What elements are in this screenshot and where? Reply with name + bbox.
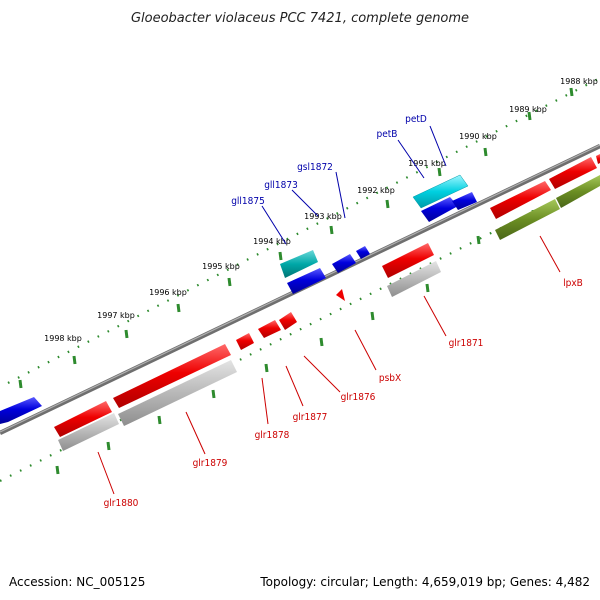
tick-1997 — [124, 329, 129, 339]
label-gll1873: gll1873 — [264, 180, 298, 191]
gene-glr1871-cds[interactable] — [387, 261, 441, 297]
tick-inner-7 — [264, 363, 269, 373]
tick-1989 — [527, 111, 532, 121]
kbp-label-1994: 1994 kbp — [253, 237, 291, 246]
gene-psbX[interactable] — [336, 289, 345, 301]
kbp-label-1998: 1998 kbp — [44, 334, 82, 343]
label-glr1871: glr1871 — [449, 338, 484, 349]
tick-inner-9 — [157, 415, 162, 425]
kbp-label-1993: 1993 kbp — [304, 212, 342, 221]
tick-1988 — [569, 87, 574, 97]
kbp-label-1988: 1988 kbp — [560, 77, 598, 86]
label-gll1875: gll1875 — [231, 196, 265, 207]
kbp-label-1991: 1991 kbp — [408, 159, 446, 168]
gene-lpxB-2[interactable] — [549, 157, 597, 189]
kbp-label-1996: 1996 kbp — [149, 288, 187, 297]
label-lpxB: lpxB — [563, 278, 583, 289]
label-glr1880: glr1880 — [104, 498, 139, 509]
tick-1995 — [227, 277, 232, 287]
label-petD: petD — [405, 114, 427, 125]
tick-inner-5 — [370, 311, 375, 321]
tick-1993 — [329, 225, 334, 235]
leader-gsl1872 — [335, 171, 346, 219]
label-glr1876: glr1876 — [341, 392, 376, 403]
leader-glr1877 — [285, 365, 304, 407]
tick-inner-8 — [211, 389, 216, 399]
tick-1996 — [176, 303, 181, 313]
kbp-label-1990: 1990 kbp — [459, 132, 497, 141]
leader-glr1876 — [303, 355, 341, 393]
label-glr1878: glr1878 — [255, 430, 290, 441]
gene-gll1875[interactable] — [287, 268, 326, 294]
gene-left-edge[interactable] — [0, 397, 42, 424]
forward-features — [0, 174, 477, 424]
tick-inner-10 — [106, 441, 111, 451]
gene-gsl1872[interactable] — [356, 246, 370, 259]
accession-text: Accession: NC_005125 — [9, 575, 145, 589]
leader-psbX — [354, 329, 377, 371]
tick-1994 — [278, 251, 283, 261]
gene-petD-rna[interactable] — [412, 174, 469, 209]
gene-glr1880[interactable] — [54, 401, 112, 437]
gene-gll1873[interactable] — [332, 254, 356, 273]
gene-glr1879-cds[interactable] — [118, 360, 237, 426]
gene-glr1878[interactable] — [236, 333, 254, 350]
label-petB: petB — [377, 129, 398, 140]
leader-lines — [97, 125, 561, 495]
gene-right-edge[interactable] — [596, 154, 600, 164]
leader-glr1871 — [423, 295, 447, 337]
kbp-label-1995: 1995 kbp — [202, 262, 240, 271]
gene-glr1880-cds[interactable] — [58, 413, 119, 451]
gene-lpxB[interactable] — [490, 181, 551, 219]
gene-lpxB-cds[interactable] — [495, 199, 560, 240]
gene-glr1877[interactable] — [258, 320, 281, 338]
leader-glr1879 — [185, 411, 206, 455]
leader-lpxB — [539, 235, 561, 273]
kbp-label-1997: 1997 kbp — [97, 311, 135, 320]
kbp-label-1992: 1992 kbp — [357, 186, 395, 195]
gene-lpxB-cds-2[interactable] — [556, 175, 600, 208]
topology-summary-text: Topology: circular; Length: 4,659,019 bp… — [259, 575, 590, 589]
map-title: Gloeobacter violaceus PCC 7421, complete… — [131, 11, 469, 26]
reverse-features — [54, 154, 600, 451]
leader-petD — [429, 125, 447, 167]
kbp-label-1989: 1989 kbp — [509, 105, 547, 114]
tick-1990 — [483, 147, 488, 157]
tick-1992 — [385, 199, 390, 209]
tick-inner-11 — [55, 465, 60, 475]
tick-1991 — [437, 167, 442, 177]
gene-petB[interactable] — [421, 197, 458, 222]
label-glr1879: glr1879 — [193, 458, 228, 469]
gene-glr1879[interactable] — [113, 344, 231, 408]
gene-petD[interactable] — [452, 192, 477, 210]
kbp-labels: 1988 kbp 1989 kbp 1990 kbp 1991 kbp 1992… — [44, 77, 598, 343]
tick-inner-6 — [319, 337, 324, 347]
leader-gll1875 — [261, 205, 287, 245]
label-glr1877: glr1877 — [293, 412, 328, 423]
gene-glr1876[interactable] — [279, 312, 297, 330]
kbp-ticks — [18, 87, 588, 475]
leader-glr1880 — [97, 451, 115, 495]
tick-inner-3 — [476, 235, 481, 245]
tick-inner-4 — [425, 283, 430, 293]
tick-1999 — [18, 379, 23, 389]
gene-gll1875-rna[interactable] — [280, 250, 318, 278]
tick-1998 — [72, 355, 77, 365]
label-gsl1872: gsl1872 — [297, 162, 333, 173]
leader-petB — [397, 139, 425, 179]
label-psbX: psbX — [379, 373, 401, 384]
gene-labels: petD petB gsl1872 gll1873 gll1875 lpxB g… — [104, 114, 583, 509]
gene-glr1871[interactable] — [382, 243, 434, 278]
leader-glr1878 — [261, 377, 269, 425]
leader-gll1873 — [291, 189, 319, 217]
